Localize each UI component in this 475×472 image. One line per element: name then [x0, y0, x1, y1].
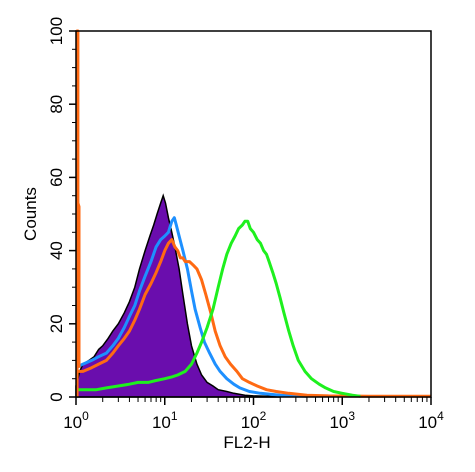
- y-tick-label: 20: [47, 314, 66, 333]
- y-tick-label: 80: [47, 95, 66, 114]
- series-4-line: [75, 29, 81, 397]
- y-tick-label: 0: [47, 392, 66, 401]
- x-tick-label: 101: [152, 409, 178, 432]
- series-layer: [75, 29, 431, 398]
- x-tick-label: 103: [329, 409, 355, 432]
- series-0-filled-area: [75, 193, 281, 398]
- series-2-line: [76, 238, 431, 398]
- x-tick-label: 104: [418, 409, 444, 432]
- y-tick-label: 60: [47, 168, 66, 187]
- y-axis-title: Counts: [21, 187, 40, 241]
- series-1-line: [75, 216, 307, 398]
- x-tick-label: 100: [63, 409, 89, 432]
- y-tick-label: 40: [47, 241, 66, 260]
- series-3-line: [76, 219, 361, 398]
- x-axis-title: FL2-H: [223, 433, 270, 452]
- x-tick-label: 102: [241, 409, 267, 432]
- y-tick-label: 100: [47, 17, 66, 45]
- axis-layer: 0 20 40 60 80 100 100 101 102 103 104: [47, 17, 444, 432]
